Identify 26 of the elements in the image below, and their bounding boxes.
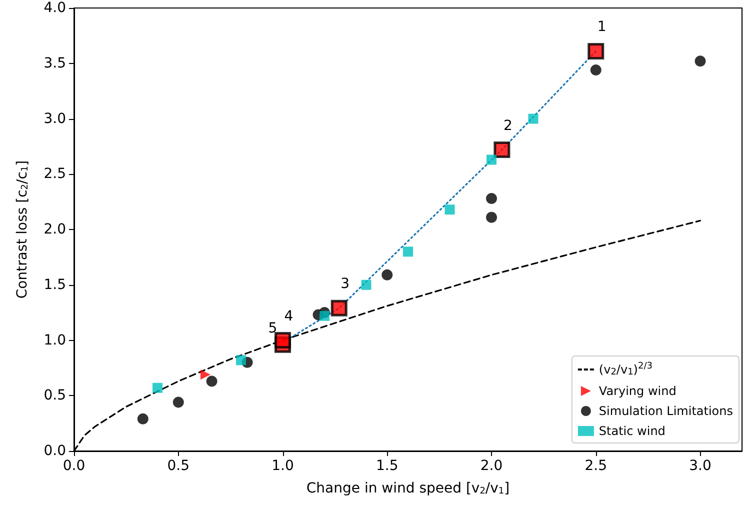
y-tick-label: 0.0: [44, 443, 66, 459]
annotation: 3: [340, 276, 350, 292]
legend-label: Simulation Limitations: [598, 404, 734, 418]
y-tick-label: 2.5: [44, 166, 66, 182]
x-axis-title: Change in wind speed [v2/v1]: [306, 480, 510, 496]
annotation: 1: [597, 19, 606, 36]
annotation: 2: [503, 118, 512, 134]
y-tick-label: 4.0: [44, 0, 66, 16]
legend-label: Varying wind: [598, 384, 676, 398]
y-tick-label: 1.5: [44, 276, 66, 293]
y-tick-label: 2.0: [44, 222, 66, 238]
x-tick-label: 2.5: [584, 458, 608, 474]
y-tick-label: 1.0: [44, 332, 66, 348]
x-tick-label: 3.0: [689, 458, 712, 474]
x-tick-label: 1.5: [376, 458, 398, 474]
annotation: 5: [268, 320, 278, 337]
y-axis-title: Contrast loss [c2/c1]: [14, 160, 30, 299]
x-tick-label: 0.0: [62, 458, 86, 474]
y-tick-label: 3.5: [44, 55, 66, 72]
x-tick-label: 1.0: [272, 458, 294, 474]
x-tick-label: 0.5: [167, 458, 190, 474]
annotation: 4: [284, 308, 294, 324]
y-tick-label: 0.5: [44, 388, 66, 404]
y-tick-label: 3.0: [44, 110, 66, 127]
x-tick-label: 2.0: [480, 458, 503, 474]
legend-label: Static wind: [598, 424, 666, 438]
